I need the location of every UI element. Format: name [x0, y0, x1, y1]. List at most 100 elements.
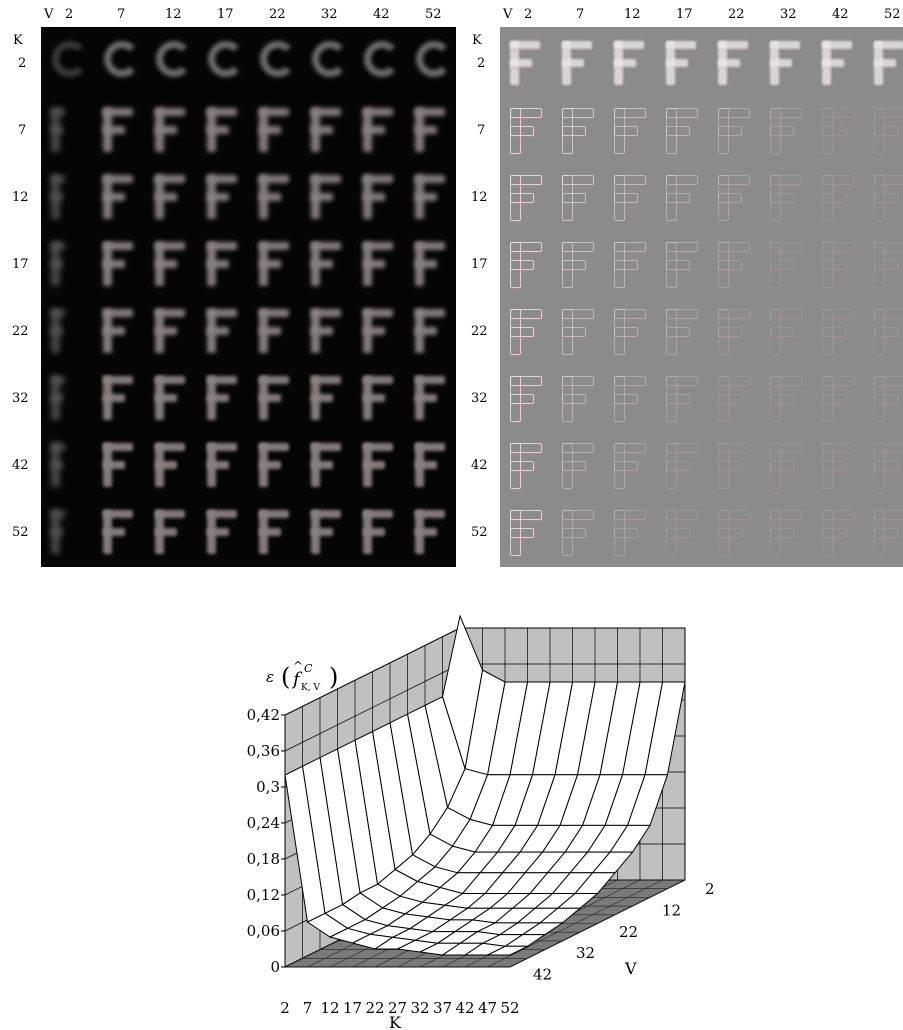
x-tick-label: 42: [455, 999, 474, 1017]
letter-f-top-bar: [614, 510, 646, 520]
residual-cell-k17-v7: [552, 230, 604, 297]
letter-f-middle-bar: [822, 528, 846, 538]
floor-gridline: [487, 879, 663, 968]
residual-cell-k22-v2: [500, 297, 552, 364]
letter-f-middle-bar: [562, 126, 586, 136]
letter-f-middle-bar: [822, 461, 846, 471]
letter-f-top-bar: [259, 510, 289, 518]
letter-f-top-bar: [363, 108, 393, 116]
letter-f-top-bar: [311, 108, 341, 116]
right-v-label-7: 7: [576, 7, 585, 22]
reconstruction-cell-k7-v32: [301, 96, 353, 163]
letter-f-top-bar: [103, 309, 133, 317]
letter-f-middle-bar: [666, 461, 690, 471]
letter-f-top-bar: [363, 376, 393, 384]
letter-f-middle-bar: [666, 528, 690, 538]
right-k-label-32: 32: [471, 391, 488, 406]
reconstruction-cell-k52-v12: [145, 498, 197, 565]
residual-cell-k32-v22: [708, 364, 760, 431]
blurred-letter-shape: [52, 41, 88, 77]
residual-cell-k52-v42: [812, 498, 864, 565]
x-tick-label: 7: [303, 999, 313, 1017]
residual-cell-k2-v32: [760, 29, 812, 96]
letter-f-top-bar: [311, 309, 341, 317]
reconstruction-cell-k42-v12: [145, 431, 197, 498]
letter-f-middle-bar: [718, 59, 740, 67]
letter-f-top-bar: [562, 309, 594, 319]
letter-f-top-bar: [415, 175, 445, 183]
letter-f-middle-bar: [415, 528, 437, 536]
z-tick-label: 0,12: [247, 886, 280, 904]
residual-cell-k2-v7: [552, 29, 604, 96]
letter-f-middle-bar: [562, 260, 586, 270]
residual-cell-k52-v7: [552, 498, 604, 565]
left-k-label-32: 32: [12, 391, 29, 406]
letter-f-middle-bar: [822, 193, 846, 203]
letter-f-top-bar: [614, 242, 646, 252]
letter-f-stem: [562, 376, 573, 422]
letter-f-stem: [718, 376, 729, 422]
letter-f-middle-bar: [103, 528, 125, 536]
reconstruction-cell-k52-v42: [353, 498, 405, 565]
letter-f-middle-bar: [103, 193, 125, 201]
residual-cell-k32-v17: [656, 364, 708, 431]
reconstruction-cell-k17-v7: [93, 230, 145, 297]
residual-cell-k17-v12: [604, 230, 656, 297]
blurred-letter-shape: [416, 41, 452, 77]
letter-f-top-bar: [415, 242, 445, 250]
letter-f-middle-bar: [415, 260, 437, 268]
letter-f-top-bar: [155, 242, 185, 250]
letter-f-top-bar: [363, 443, 393, 451]
letter-f-middle-bar: [666, 394, 690, 404]
residual-cell-k32-v2: [500, 364, 552, 431]
letter-f-middle-bar: [510, 394, 534, 404]
letter-f-top-bar: [155, 510, 185, 518]
x-tick-label: 22: [365, 999, 384, 1017]
letter-f-middle-bar: [259, 126, 281, 134]
letter-f-middle-bar: [874, 327, 898, 337]
letter-f-top-bar: [718, 376, 750, 386]
letter-f-middle-bar: [770, 126, 794, 136]
letter-f-middle-bar: [874, 126, 898, 136]
letter-f-stem: [874, 443, 885, 489]
z-axis-label-epsilon: ε: [266, 668, 274, 686]
residual-cell-k2-v22: [708, 29, 760, 96]
letter-f-middle-bar: [510, 126, 534, 136]
residual-cell-k52-v17: [656, 498, 708, 565]
residual-cell-k22-v42: [812, 297, 864, 364]
y-tick-label: 42: [533, 966, 552, 984]
residual-cell-k17-v17: [656, 230, 708, 297]
residual-cell-k22-v32: [760, 297, 812, 364]
letter-f-middle-bar: [822, 260, 846, 270]
z-axis-label-paren-open: (: [281, 663, 290, 691]
letter-f-top-bar: [718, 41, 748, 49]
reconstruction-cell-k12-v7: [93, 163, 145, 230]
z-axis-label-paren-close: ): [329, 663, 338, 691]
letter-f-top-bar: [363, 309, 393, 317]
letter-f-middle-bar: [562, 461, 586, 471]
letter-f-middle-bar: [562, 59, 584, 67]
letter-f-middle-bar: [718, 193, 742, 203]
left-v-label-32: 32: [321, 7, 338, 22]
letter-f-middle-bar: [207, 528, 229, 536]
letter-f-top-bar: [103, 242, 133, 250]
letter-f-middle-bar: [311, 528, 333, 536]
reconstruction-cell-k7-v22: [249, 96, 301, 163]
residual-cell-k7-v52: [864, 96, 903, 163]
letter-f-middle-bar: [311, 327, 333, 335]
letter-f-top-bar: [259, 108, 289, 116]
letter-f-top-bar: [770, 108, 802, 118]
x-tick-label: 37: [433, 999, 452, 1017]
letter-f-middle-bar: [259, 461, 281, 469]
letter-f-middle-bar: [259, 327, 281, 335]
letter-f-middle-bar: [510, 59, 532, 67]
left-v-label-42: 42: [373, 7, 390, 22]
reconstruction-cell-k17-v12: [145, 230, 197, 297]
letter-f-stem: [822, 175, 833, 221]
letter-f-top-bar: [311, 242, 341, 250]
letter-f-top-bar: [311, 443, 341, 451]
right-k-label-17: 17: [471, 257, 488, 272]
reconstruction-cell-k2-v17: [197, 29, 249, 96]
letter-f-stem: [822, 443, 833, 489]
reconstruction-cell-k52-v7: [93, 498, 145, 565]
